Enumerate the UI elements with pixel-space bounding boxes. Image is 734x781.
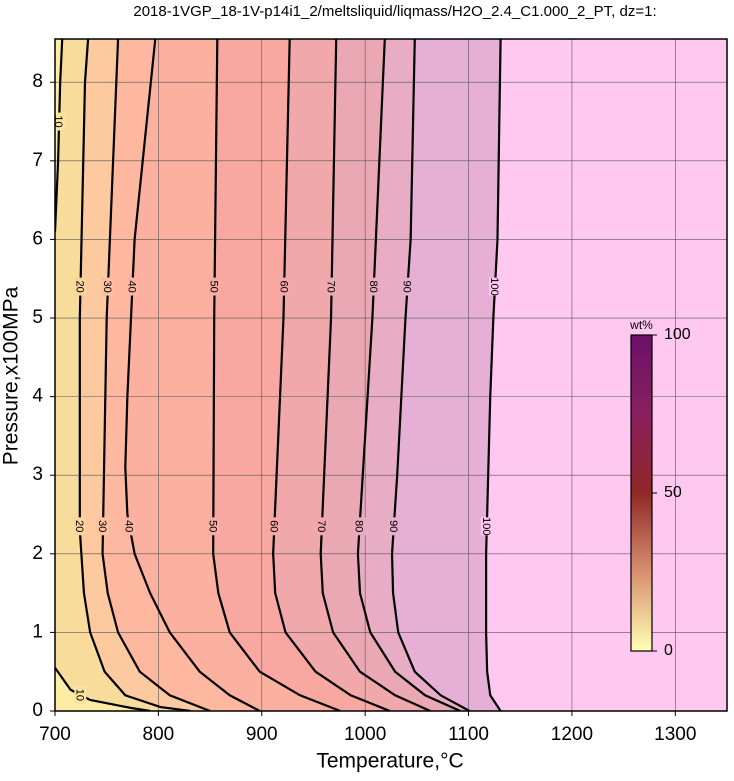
contour-label: 20 xyxy=(74,280,86,292)
contour-label-group: 50 xyxy=(208,277,221,296)
contour-label: 100 xyxy=(480,517,492,535)
y-tick-label: 2 xyxy=(32,543,43,564)
contour-label-group: 10 xyxy=(73,685,87,704)
contour-label-bg xyxy=(353,517,366,536)
x-tick-label: 900 xyxy=(246,724,278,745)
contour-label-bg xyxy=(55,112,66,131)
contour-band xyxy=(55,39,211,711)
x-tick-label: 700 xyxy=(39,724,71,745)
colorbar-label: wt% xyxy=(629,318,653,332)
contour-label: 90 xyxy=(401,280,413,292)
x-tick-label: 1300 xyxy=(654,724,696,745)
contour-label-group: 100 xyxy=(488,277,502,296)
contour-label-group: 60 xyxy=(277,277,291,296)
colorbar-tick-label: 50 xyxy=(664,484,682,501)
contour-line xyxy=(319,39,431,711)
y-axis-label: Pressure,x100MPa xyxy=(0,286,23,465)
contour-band xyxy=(55,39,191,711)
x-tick-label: 1000 xyxy=(344,724,386,745)
contour-label: 40 xyxy=(126,280,138,292)
contour-label-group: 20 xyxy=(73,517,86,536)
colorbar-tick-label: 100 xyxy=(664,326,691,343)
contour-label-bg xyxy=(387,517,400,536)
contour-label: 90 xyxy=(387,520,399,532)
contour-label-bg xyxy=(268,517,281,536)
contour-label: 80 xyxy=(353,520,365,532)
y-tick-label: 7 xyxy=(32,150,43,171)
contour-line xyxy=(272,39,391,711)
plot-area: 1001009090808070706060505040403030202010… xyxy=(52,39,727,711)
contour-line xyxy=(78,39,191,711)
contour-label-bg xyxy=(325,277,338,296)
contour-label-group: 30 xyxy=(101,277,114,296)
contour-label-group: 60 xyxy=(267,517,281,536)
contour-label: 100 xyxy=(488,277,500,295)
contour-label-bg xyxy=(101,277,114,296)
y-tick-label: 8 xyxy=(32,71,43,92)
colorbar-tick-label: 0 xyxy=(664,642,673,659)
contour-label: 30 xyxy=(96,520,108,532)
colorbar xyxy=(630,334,653,652)
y-tick-label: 3 xyxy=(32,464,43,485)
x-axis-label: Temperature,°C xyxy=(316,750,463,773)
contour-label: 60 xyxy=(267,520,279,532)
plot-frame xyxy=(54,38,728,712)
contour-label: 10 xyxy=(73,689,85,701)
contour-label-bg xyxy=(315,517,328,536)
contour-label-bg xyxy=(74,277,87,296)
contour-label-bg xyxy=(73,517,86,536)
contour-label: 50 xyxy=(206,520,218,532)
contour-label: 70 xyxy=(315,520,327,532)
contour-label-group: 10 xyxy=(52,112,66,131)
contour-label-group: 80 xyxy=(353,517,366,536)
x-tick-label: 1200 xyxy=(551,724,593,745)
contour-label-group: 90 xyxy=(401,277,414,296)
contour-line xyxy=(356,39,461,711)
contour-label-bg xyxy=(208,277,221,296)
contour-label-group: 40 xyxy=(126,277,139,296)
contour-label-group: 100 xyxy=(480,517,493,535)
contour-label-group: 90 xyxy=(387,517,400,536)
contour-label-bg xyxy=(97,517,110,536)
contour-label-bg xyxy=(278,277,291,296)
contour-label-bg xyxy=(207,517,220,536)
contour-label-bg xyxy=(489,277,502,296)
contour-label-group: 20 xyxy=(74,277,87,296)
y-tick-label: 6 xyxy=(32,228,43,249)
contour-label-group: 40 xyxy=(123,517,136,536)
y-tick-label: 4 xyxy=(32,386,43,407)
contour-label-group: 70 xyxy=(315,517,328,536)
contour-label: 40 xyxy=(123,520,135,532)
y-tick-label: 5 xyxy=(32,307,43,328)
chart-title: 2018-1VGP_18-1V-p14i1_2/meltsliquid/liqm… xyxy=(133,3,656,20)
contour-label-bg xyxy=(480,517,493,536)
contour-label-group: 30 xyxy=(96,517,110,536)
contour-label-group: 50 xyxy=(206,517,220,536)
contour-label-group: 70 xyxy=(325,277,338,296)
y-tick-label: 0 xyxy=(32,700,43,721)
contour-label-group: 80 xyxy=(367,277,380,296)
y-tick-label: 1 xyxy=(32,621,43,642)
contour-label-bg xyxy=(126,277,139,296)
contour-label-bg xyxy=(123,517,136,536)
contour-label-bg xyxy=(74,685,87,704)
contour-label: 80 xyxy=(367,280,379,292)
contour-label-bg xyxy=(401,277,414,296)
contour-label: 50 xyxy=(208,280,220,292)
contour-label-bg xyxy=(367,277,380,296)
contour-line xyxy=(124,39,261,711)
contour-label: 10 xyxy=(52,115,64,127)
contour-line xyxy=(55,667,151,711)
contour-label: 60 xyxy=(277,280,289,292)
contour-label: 20 xyxy=(73,520,85,532)
contour-line xyxy=(212,39,341,711)
contour-label: 70 xyxy=(325,280,337,292)
contour-label: 30 xyxy=(101,280,113,292)
contour-line xyxy=(101,39,211,711)
x-tick-label: 1100 xyxy=(448,724,489,745)
x-tick-label: 800 xyxy=(143,724,175,745)
